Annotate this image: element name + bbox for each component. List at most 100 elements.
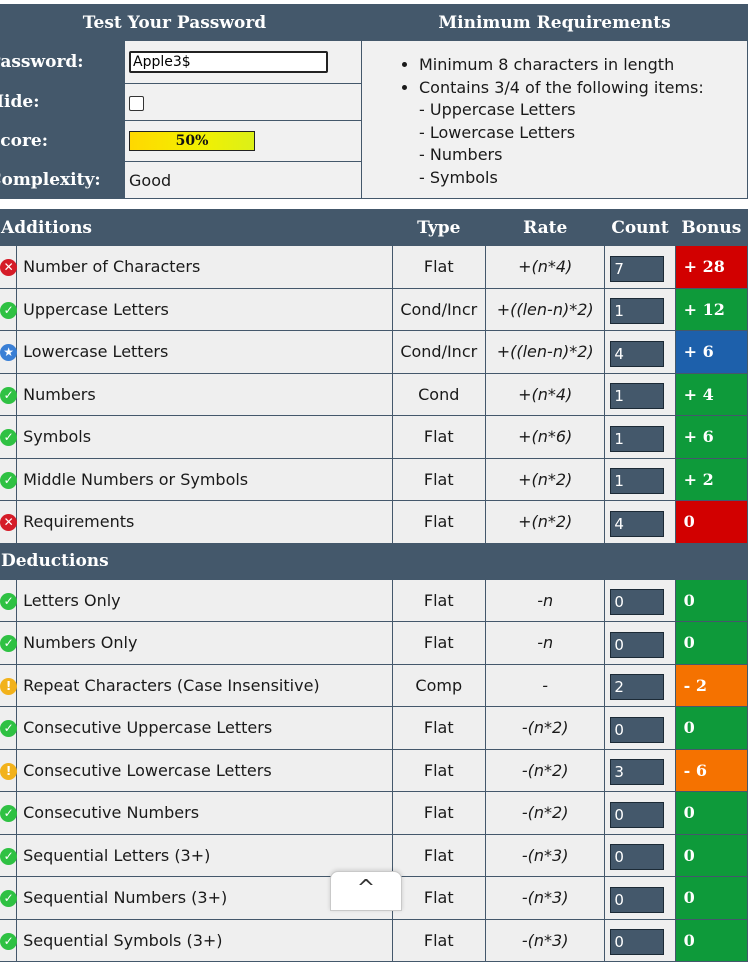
item-name: Sequential Letters (3+)	[16, 833, 393, 877]
item-rate: +(n*2)	[484, 500, 606, 544]
table-row: ! Consecutive Lowercase Letters Flat -(n*2)…	[0, 748, 748, 792]
count-field: 3	[610, 759, 665, 786]
check-icon: ✓	[0, 301, 18, 319]
x-icon: ✕	[0, 259, 18, 277]
item-type: Flat	[391, 876, 486, 920]
table-row: ! Repeat Characters (Case Insensitive) Com…	[0, 663, 748, 707]
item-name: Middle Numbers or Symbols	[16, 457, 393, 501]
item-rate: -(n*2)	[484, 706, 606, 750]
status-cell: ✓	[0, 833, 18, 877]
table-row: ★ Lowercase Letters Cond/Incr +((len-n)*2) 4…	[0, 330, 748, 374]
status-cell: ✓	[0, 706, 18, 750]
count-header: Count	[604, 209, 676, 246]
requirements-panel-title: Minimum Requirements	[361, 4, 748, 41]
item-name: Uppercase Letters	[16, 287, 393, 331]
item-rate: -(n*3)	[484, 876, 606, 920]
count-cell: 1	[604, 415, 676, 459]
item-rate: -n	[484, 621, 606, 665]
item-rate: +(n*6)	[484, 415, 606, 459]
status-cell: ✓	[0, 415, 18, 459]
count-field: 1	[610, 468, 665, 495]
item-type: Flat	[391, 748, 486, 792]
test-panel-title: Test Your Password	[0, 4, 362, 41]
item-rate: -(n*3)	[484, 918, 606, 962]
count-field: 4	[610, 340, 665, 367]
bonus-cell: 0	[674, 876, 748, 920]
bonus-cell: + 4	[674, 372, 748, 416]
count-cell: 0	[604, 876, 676, 920]
item-type: Flat	[391, 578, 486, 622]
bonus-cell: - 2	[674, 663, 748, 707]
scoring-table: Additions Type Rate Count Bonus ✕ Number …	[0, 209, 748, 962]
bonus-cell: + 2	[674, 457, 748, 501]
bonus-cell: 0	[674, 621, 748, 665]
warning-icon: !	[0, 677, 18, 695]
requirement-item: Minimum 8 characters in length	[419, 54, 746, 77]
item-type: Cond	[391, 372, 486, 416]
count-cell: 0	[604, 791, 676, 835]
check-icon: ✓	[0, 847, 18, 865]
hide-checkbox[interactable]	[129, 95, 144, 111]
requirement-item: Contains 3/4 of the following items: - U…	[419, 77, 746, 190]
item-type: Flat	[391, 621, 486, 665]
hide-label: Hide:	[0, 83, 125, 121]
item-rate: -(n*2)	[484, 748, 606, 792]
count-cell: 0	[604, 578, 676, 622]
item-rate: -n	[484, 578, 606, 622]
check-icon: ✓	[0, 635, 18, 653]
password-cell	[124, 40, 362, 84]
bonus-cell: 0	[674, 500, 748, 544]
table-row: ✓ Letters Only Flat -n 0 0	[0, 578, 748, 622]
count-field: 4	[610, 510, 665, 537]
count-field: 0	[610, 801, 665, 828]
hide-cell	[124, 83, 362, 121]
status-cell: ✓	[0, 876, 18, 920]
score-cell: 50%	[124, 120, 362, 162]
item-type: Flat	[391, 500, 486, 544]
item-type: Flat	[391, 245, 486, 289]
scroll-to-top-button[interactable]: ^	[330, 871, 402, 911]
status-cell: ✓	[0, 791, 18, 835]
deductions-rows: ✓ Letters Only Flat -n 0 0 ✓ Numbers Only Flat -n…	[0, 578, 748, 962]
table-row: ✕ Number of Characters Flat +(n*4) 7 + 28	[0, 245, 748, 289]
requirement-subitem: - Uppercase Letters	[419, 100, 576, 120]
type-header: Type	[391, 209, 486, 246]
count-field: 0	[610, 886, 665, 913]
password-input[interactable]	[129, 51, 328, 73]
check-icon: ✓	[0, 805, 18, 823]
item-rate: +((len-n)*2)	[484, 287, 606, 331]
count-field: 0	[610, 631, 665, 658]
item-name: Lowercase Letters	[16, 330, 393, 374]
check-icon: ✓	[0, 890, 18, 908]
count-cell: 3	[604, 748, 676, 792]
status-cell: ★	[0, 330, 18, 374]
bonus-cell: 0	[674, 706, 748, 750]
bonus-cell: 0	[674, 833, 748, 877]
count-cell: 1	[604, 372, 676, 416]
item-name: Symbols	[16, 415, 393, 459]
table-row: ✓ Numbers Only Flat -n 0 0	[0, 621, 748, 665]
item-type: Flat	[391, 918, 486, 962]
table-row: ✓ Uppercase Letters Cond/Incr +((len-n)*2) 1…	[0, 287, 748, 331]
star-icon: ★	[0, 344, 18, 362]
count-field: 0	[610, 589, 665, 616]
count-cell: 7	[604, 245, 676, 289]
count-field: 7	[610, 255, 665, 282]
count-field: 1	[610, 383, 665, 410]
table-row: ✕ Requirements Flat +(n*2) 4 0	[0, 500, 748, 544]
check-icon: ✓	[0, 386, 18, 404]
requirements-list: Minimum 8 characters in length Contains …	[361, 40, 748, 199]
item-rate: +(n*2)	[484, 457, 606, 501]
item-rate: +(n*4)	[484, 372, 606, 416]
bonus-cell: 0	[674, 578, 748, 622]
table-row: ✓ Sequential Letters (3+) Flat -(n*3) 0 0	[0, 833, 748, 877]
bonus-cell: 0	[674, 918, 748, 962]
item-name: Sequential Symbols (3+)	[16, 918, 393, 962]
deductions-header: Deductions	[0, 542, 748, 580]
bonus-cell: - 6	[674, 748, 748, 792]
table-row: ✓ Middle Numbers or Symbols Flat +(n*2) 1 + 2	[0, 457, 748, 501]
item-rate: -(n*3)	[484, 833, 606, 877]
item-type: Flat	[391, 457, 486, 501]
item-type: Cond/Incr	[391, 330, 486, 374]
bonus-header: Bonus	[674, 209, 748, 246]
